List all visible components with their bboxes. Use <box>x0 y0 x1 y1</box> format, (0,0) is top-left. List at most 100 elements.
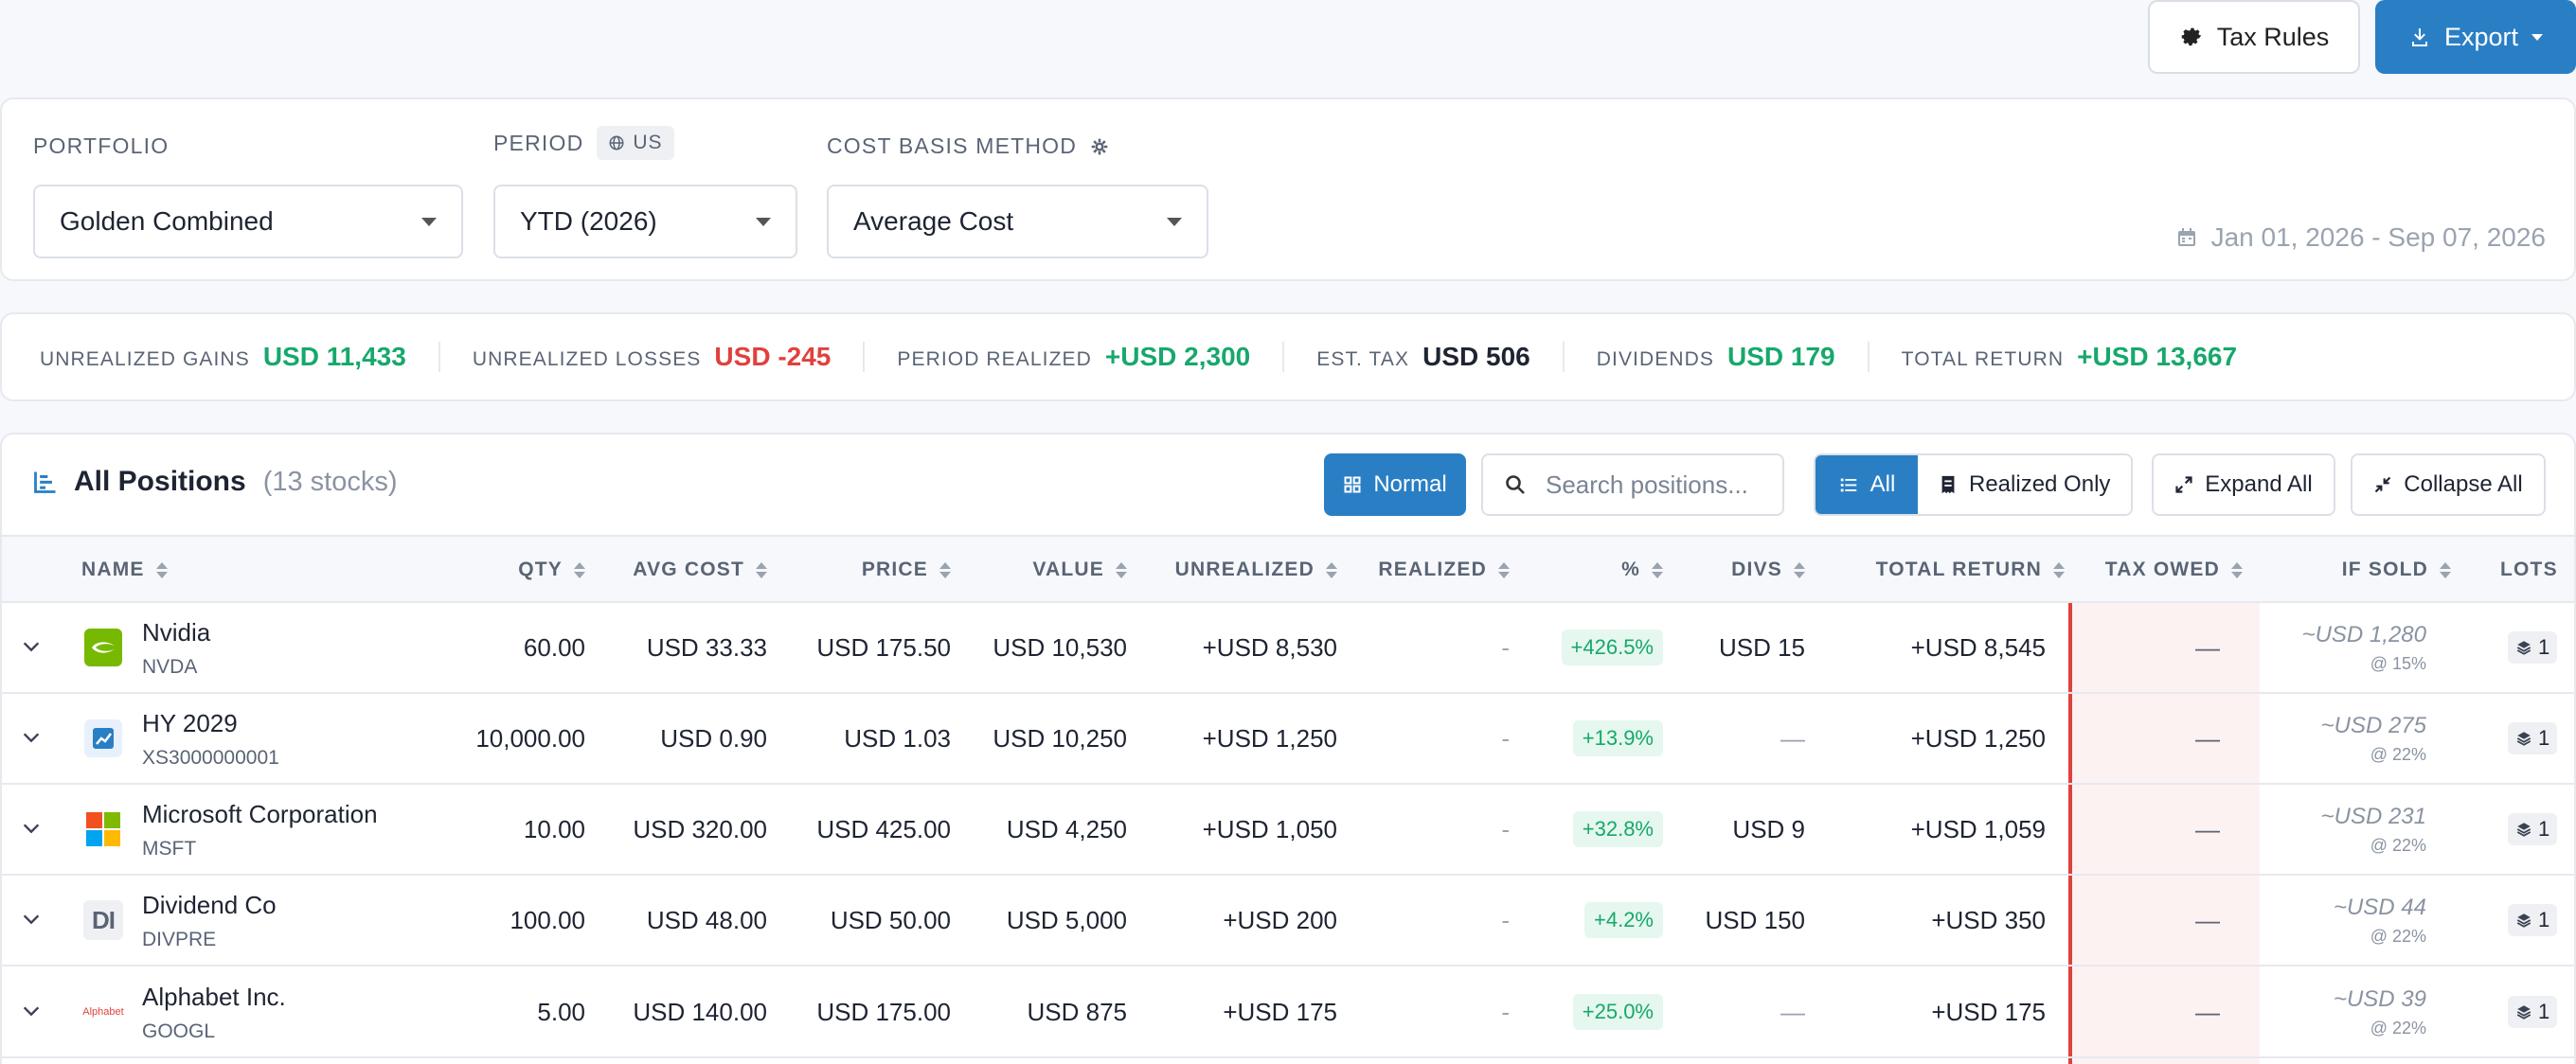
company-logo: Alphabet <box>82 992 123 1032</box>
table-row[interactable]: Nvidia NVDA 60.00 USD 33.33 USD 175.50 USD 10… <box>2 603 2574 694</box>
cell-qty: 100.00 <box>510 905 585 934</box>
date-range-text: Jan 01, 2026 - Sep 07, 2026 <box>2210 222 2546 252</box>
table-row[interactable]: HY 2029 XS3000000001 10,000.00 USD 0.90 USD … <box>2 694 2574 785</box>
search-box[interactable] <box>1481 453 1784 516</box>
portfolio-select[interactable]: Golden Combined <box>33 185 463 258</box>
cell-divs: USD 150 <box>1705 905 1806 934</box>
cell-avg-cost: USD 320.00 <box>633 814 767 843</box>
col-unrealized[interactable]: UNREALIZED <box>1175 537 1337 603</box>
position-name: HY 2029 <box>142 709 238 737</box>
cost-basis-select[interactable]: Average Cost <box>827 185 1208 258</box>
col-total-return[interactable]: TOTAL RETURN <box>1876 537 2065 603</box>
positions-title: All Positions <box>74 466 246 497</box>
search-input[interactable] <box>1546 470 1763 500</box>
cell-if-sold: ~USD 1,280 @ 15% <box>2301 621 2426 673</box>
cell-price: USD 175.00 <box>816 997 951 1026</box>
filter-segmented-control: All Realized Only <box>1814 453 2134 516</box>
cell-lots[interactable]: 1 <box>2508 785 2558 874</box>
position-name: Alphabet Inc. <box>142 983 286 1011</box>
cell-realized: - <box>1501 814 1510 843</box>
col-name[interactable]: NAME <box>81 537 168 603</box>
chevron-down-icon[interactable] <box>21 727 42 748</box>
table-header: NAME QTY AVG COST PRICE VALUE UNREALIZED… <box>2 535 2574 603</box>
cell-pct: +13.9% <box>1572 694 1663 783</box>
normal-view-button[interactable]: Normal <box>1324 453 1466 516</box>
cell-if-sold: ~USD 231 @ 22% <box>2320 803 2426 855</box>
pct-badge: +13.9% <box>1572 720 1663 756</box>
cell-qty: 10,000.00 <box>475 723 585 753</box>
cell-value: USD 5,000 <box>1006 905 1127 934</box>
table-row[interactable]: Alphabet Alphabet Inc. GOOGL 5.00 USD 140.00… <box>2 967 2574 1058</box>
chevron-down-icon[interactable] <box>21 909 42 930</box>
cell-price: USD 1.03 <box>844 723 951 753</box>
col-pct[interactable]: % <box>1621 537 1663 603</box>
col-value[interactable]: VALUE <box>1032 537 1127 603</box>
cell-total-return: +USD 175 <box>1931 997 2046 1026</box>
cell-lots[interactable]: 1 <box>2508 876 2558 965</box>
cell-pct: +32.8% <box>1572 785 1663 874</box>
filter-all-button[interactable]: All <box>1816 455 1918 514</box>
cell-tax-owed: — <box>2195 905 2220 934</box>
cell-avg-cost: USD 140.00 <box>633 997 767 1026</box>
table-row[interactable]: DI Dividend Co DIVPRE 100.00 USD 48.00 USD 50… <box>2 876 2574 966</box>
position-name: Nvidia <box>142 618 211 647</box>
sort-icon <box>155 561 168 578</box>
position-ticker: DIVPRE <box>142 929 217 950</box>
layers-icon <box>2516 732 2531 746</box>
layers-icon <box>2516 823 2531 837</box>
chevron-down-icon[interactable] <box>21 1001 42 1021</box>
period-select[interactable]: YTD (2026) <box>493 185 797 258</box>
cell-total-return: +USD 350 <box>1931 905 2046 934</box>
cell-divs: USD 9 <box>1732 814 1805 843</box>
cell-pct: +426.5% <box>1561 603 1663 692</box>
cell-value: USD 10,250 <box>993 723 1127 753</box>
chevron-down-icon <box>2531 33 2544 41</box>
tax-rules-button[interactable]: Tax Rules <box>2148 0 2360 74</box>
portfolio-label: PORTFOLIO <box>33 133 170 158</box>
calendar-icon <box>2177 228 2195 246</box>
cell-tax-owed: — <box>2195 814 2220 843</box>
col-lots: LOTS <box>2500 559 2558 580</box>
expand-all-button[interactable]: Expand All <box>2152 453 2335 516</box>
col-qty[interactable]: QTY <box>518 537 585 603</box>
top-actions: Tax Rules Export <box>2148 0 2576 74</box>
cell-avg-cost: USD 48.00 <box>646 905 767 934</box>
cell-if-sold: ~USD 44 @ 22% <box>2333 894 2426 946</box>
col-avg-cost[interactable]: AVG COST <box>633 537 767 603</box>
cell-divs: USD 15 <box>1718 632 1805 662</box>
date-range: Jan 01, 2026 - Sep 07, 2026 <box>2175 222 2546 253</box>
filter-realized-only-button[interactable]: Realized Only <box>1918 455 2132 514</box>
col-realized[interactable]: REALIZED <box>1378 537 1510 603</box>
cell-lots[interactable]: 1 <box>2508 694 2558 783</box>
chevron-down-icon[interactable] <box>21 636 42 657</box>
table-row[interactable]: Microsoft Corporation MSFT 10.00 USD 320.00… <box>2 785 2574 876</box>
cell-lots[interactable]: 1 <box>2508 967 2558 1056</box>
col-divs[interactable]: DIVS <box>1731 537 1805 603</box>
col-tax-owed[interactable]: TAX OWED <box>2105 537 2243 603</box>
cell-total-return: +USD 1,250 <box>1910 723 2046 753</box>
cell-pct: +25.0% <box>1572 967 1663 1056</box>
chevron-down-icon <box>1167 217 1182 226</box>
region-badge[interactable]: US <box>597 126 674 160</box>
col-price[interactable]: PRICE <box>862 537 951 603</box>
layers-icon <box>2516 1005 2531 1020</box>
chevron-down-icon[interactable] <box>21 818 42 839</box>
company-logo <box>83 809 123 849</box>
gear-icon <box>2181 27 2201 46</box>
summary-est-tax: EST. TAX USD 506 <box>1282 342 1563 372</box>
search-icon <box>1506 475 1525 494</box>
export-button[interactable]: Export <box>2375 0 2576 74</box>
chevron-down-icon <box>421 217 437 226</box>
cell-realized: - <box>1501 997 1510 1026</box>
gear-icon[interactable] <box>1090 137 1109 156</box>
cell-value: USD 10,530 <box>993 632 1127 662</box>
col-if-sold[interactable]: IF SOLD <box>2342 537 2451 603</box>
cell-unrealized: +USD 1,250 <box>1202 723 1337 753</box>
layers-icon <box>2516 641 2531 655</box>
cell-realized: - <box>1501 905 1510 934</box>
cell-divs: — <box>1780 997 1805 1026</box>
pct-badge: +426.5% <box>1561 630 1663 665</box>
cell-lots[interactable]: 1 <box>2508 603 2558 692</box>
cell-unrealized: +USD 200 <box>1223 905 1337 934</box>
collapse-all-button[interactable]: Collapse All <box>2351 453 2546 516</box>
